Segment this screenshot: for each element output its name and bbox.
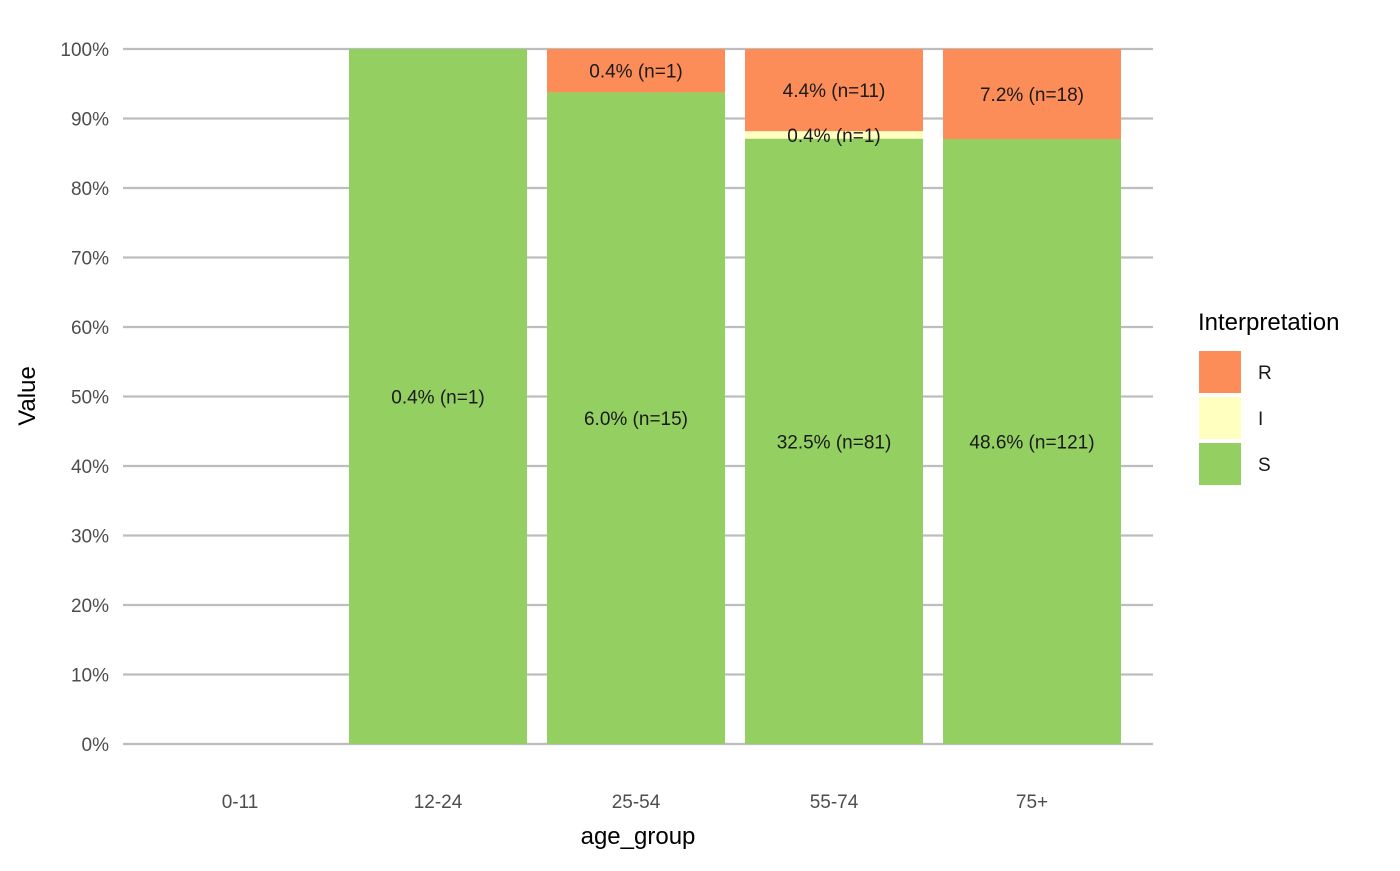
legend-label: R	[1258, 363, 1272, 384]
bar-label: 0.4% (n=1)	[787, 126, 880, 147]
bar-labels: 0.4% (n=1) 6.0% (n=15) 0.4% (n=1) 32.5% (n=…	[391, 62, 1094, 454]
y-tick-label: 30%	[71, 527, 109, 548]
legend-label: I	[1258, 409, 1263, 430]
y-axis: 0% 10% 20% 30% 40% 50% 60% 70% 80% 90% 100%	[60, 40, 109, 756]
y-tick-label: 0%	[82, 735, 110, 756]
bar-segment-s	[547, 92, 725, 744]
bar-segment-r	[943, 49, 1121, 140]
bar-segment-s	[745, 138, 923, 744]
bar-segment-s	[349, 49, 527, 744]
y-tick-label: 80%	[71, 179, 109, 200]
bar-segment-r	[745, 49, 923, 132]
legend-title: Interpretation	[1198, 309, 1339, 336]
x-tick-label: 55-74	[810, 792, 859, 813]
y-tick-label: 60%	[71, 318, 109, 339]
x-tick-label: 12-24	[414, 792, 463, 813]
bar-label: 6.0% (n=15)	[584, 409, 688, 430]
x-axis: 0-11 12-24 25-54 55-74 75+	[222, 792, 1048, 813]
legend-key-r	[1199, 351, 1241, 393]
legend-items: R I S	[1199, 351, 1272, 485]
bar-label: 32.5% (n=81)	[777, 432, 892, 453]
bar-label: 4.4% (n=11)	[783, 81, 886, 102]
y-tick-label: 100%	[60, 40, 109, 61]
legend-key-i	[1199, 397, 1241, 439]
bar-segment-s	[943, 139, 1121, 744]
y-tick-label: 90%	[71, 110, 109, 131]
bar-label: 0.4% (n=1)	[589, 62, 682, 83]
y-axis-title: Value	[14, 366, 41, 426]
bars	[349, 49, 1121, 744]
bar-label: 7.2% (n=18)	[980, 85, 1084, 106]
legend: Interpretation R I S	[1198, 309, 1339, 485]
bar-segment-r	[547, 49, 725, 93]
y-tick-label: 50%	[71, 388, 109, 409]
y-tick-label: 40%	[71, 457, 109, 478]
x-tick-label: 75+	[1016, 792, 1048, 813]
x-tick-label: 25-54	[612, 792, 661, 813]
x-tick-label: 0-11	[222, 792, 259, 813]
bar-label: 48.6% (n=121)	[969, 433, 1094, 454]
legend-label: S	[1258, 455, 1271, 476]
y-tick-label: 10%	[71, 666, 109, 687]
x-axis-title: age_group	[581, 823, 696, 850]
y-tick-label: 70%	[71, 249, 109, 270]
bar-segment-i	[745, 131, 923, 139]
bar-label: 0.4% (n=1)	[391, 388, 484, 409]
legend-key-s	[1199, 443, 1241, 485]
y-tick-label: 20%	[71, 596, 109, 617]
